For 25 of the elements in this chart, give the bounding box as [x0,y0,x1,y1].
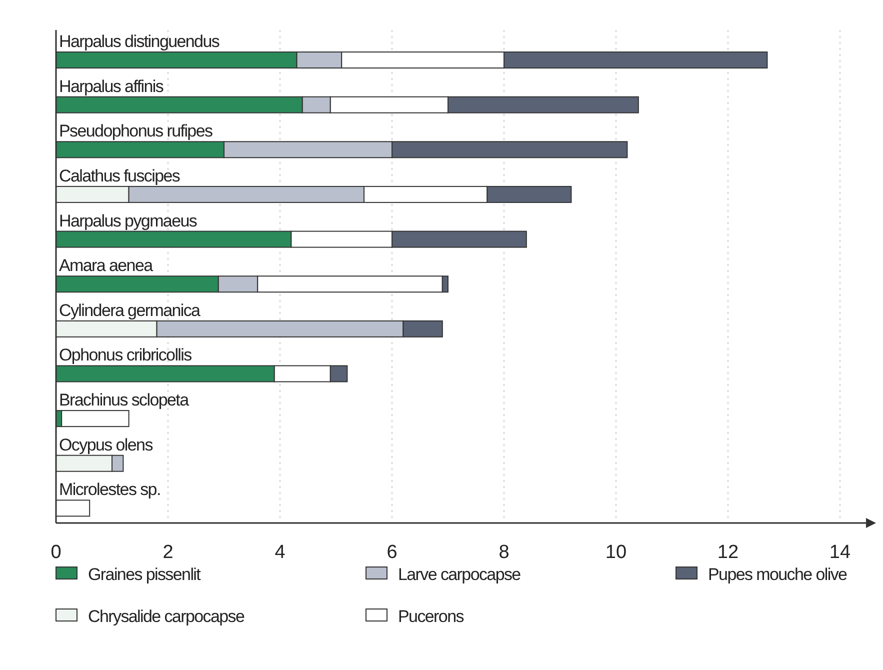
y-tick-label: Ocypus olens [59,435,153,454]
y-tick-label: Ophonus cribricollis [59,346,192,365]
y-tick-label: Harpalus distinguendus [59,32,220,51]
x-tick-label: 12 [717,542,739,563]
y-tick-label: Microlestes sp. [59,480,160,500]
x-tick-label: 4 [274,542,286,563]
y-tick-label: Harpalus pygmaeus [59,211,197,230]
y-tick-label: Harpalus affinis [59,76,164,96]
bar [61,410,130,428]
y-tick-label: Pseudophonus rufipes [59,122,212,141]
x-tick-label: 2 [162,542,174,563]
x-tick-label: 6 [386,542,398,563]
y-tick-label: Brachinus sclopeta [59,390,190,410]
x-tick-label: 14 [829,542,851,563]
legend-label: Pucerons [398,607,464,626]
legend-label: Pupes mouche olive [708,565,848,584]
x-tick-label: 0 [50,542,62,563]
x-tick-label: 8 [498,542,510,563]
legend-label: Graines pissenlit [88,565,202,584]
y-tick-label: Amara aenea [59,256,154,276]
x-tick-label: 10 [605,542,627,563]
legend-label: Larve carpocapse [398,565,521,584]
y-tick-label: Cylindera germanica [59,300,202,320]
y-tick-label: Calathus fuscipes [59,166,180,186]
legend-label: Chrysalide carpocapse [88,607,244,626]
